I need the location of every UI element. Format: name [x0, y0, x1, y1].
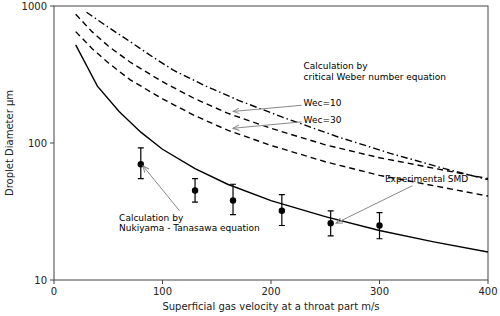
annotation-arrow [233, 122, 302, 128]
annotation: Wec=10 [304, 98, 342, 108]
y-tick-label: 1000 [22, 1, 47, 12]
error-bar [230, 184, 236, 214]
x-tick-label: 0 [51, 286, 57, 297]
data-point [230, 197, 236, 203]
x-tick-label: 200 [261, 286, 280, 297]
chart: 0 100 200 300 400 10 100 1000 Superficial gas ve… [0, 0, 500, 316]
data-point [192, 187, 198, 193]
annotation-line: Nukiyama - Tanasawa equation [119, 223, 260, 233]
curve [76, 14, 488, 178]
annotation-arrow [143, 166, 179, 211]
curve [76, 45, 488, 252]
y-tick [50, 280, 54, 281]
x-tick-label: 300 [370, 286, 389, 297]
y-axis-label: Droplet Diameter μm [4, 90, 15, 196]
annotation-line: critical Weber number equation [304, 72, 446, 82]
x-axis-label: Superficial gas velocity at a throat par… [162, 301, 379, 312]
data-point [279, 208, 285, 214]
error-bar [328, 211, 334, 236]
x-tick-label: 400 [478, 286, 497, 297]
y-tick-label: 10 [34, 275, 47, 286]
annotation-line: Wec=30 [304, 115, 342, 125]
plot-data [76, 12, 488, 252]
y-tick [50, 6, 54, 7]
x-tick [379, 280, 380, 284]
x-tick [54, 280, 55, 284]
data-point [327, 220, 333, 226]
annotation: Calculation byNukiyama - Tanasawa equati… [119, 213, 260, 234]
x-tick [271, 280, 272, 284]
plot-frame [54, 6, 488, 280]
annotation: Experimental SMD [385, 174, 468, 184]
error-bar [279, 195, 285, 226]
annotation-line: Calculation by [119, 213, 184, 223]
x-tick-label: 100 [153, 286, 172, 297]
curve [76, 32, 488, 196]
data-point [376, 222, 382, 228]
annotation: Calculation bycritical Weber number equa… [304, 61, 446, 82]
x-tick [488, 280, 489, 284]
annotation: Wec=30 [304, 115, 342, 125]
annotation-line: Calculation by [304, 61, 369, 71]
error-bar [192, 179, 198, 203]
annotation-arrow [336, 186, 412, 223]
annotation-line: Wec=10 [304, 98, 342, 108]
error-bar [138, 148, 144, 179]
y-tick-label: 100 [28, 138, 47, 149]
annotation-arrow [233, 105, 302, 111]
x-tick [162, 280, 163, 284]
error-bar [377, 213, 383, 239]
curve [87, 12, 488, 179]
y-tick [50, 143, 54, 144]
annotation-line: Experimental SMD [385, 174, 468, 184]
